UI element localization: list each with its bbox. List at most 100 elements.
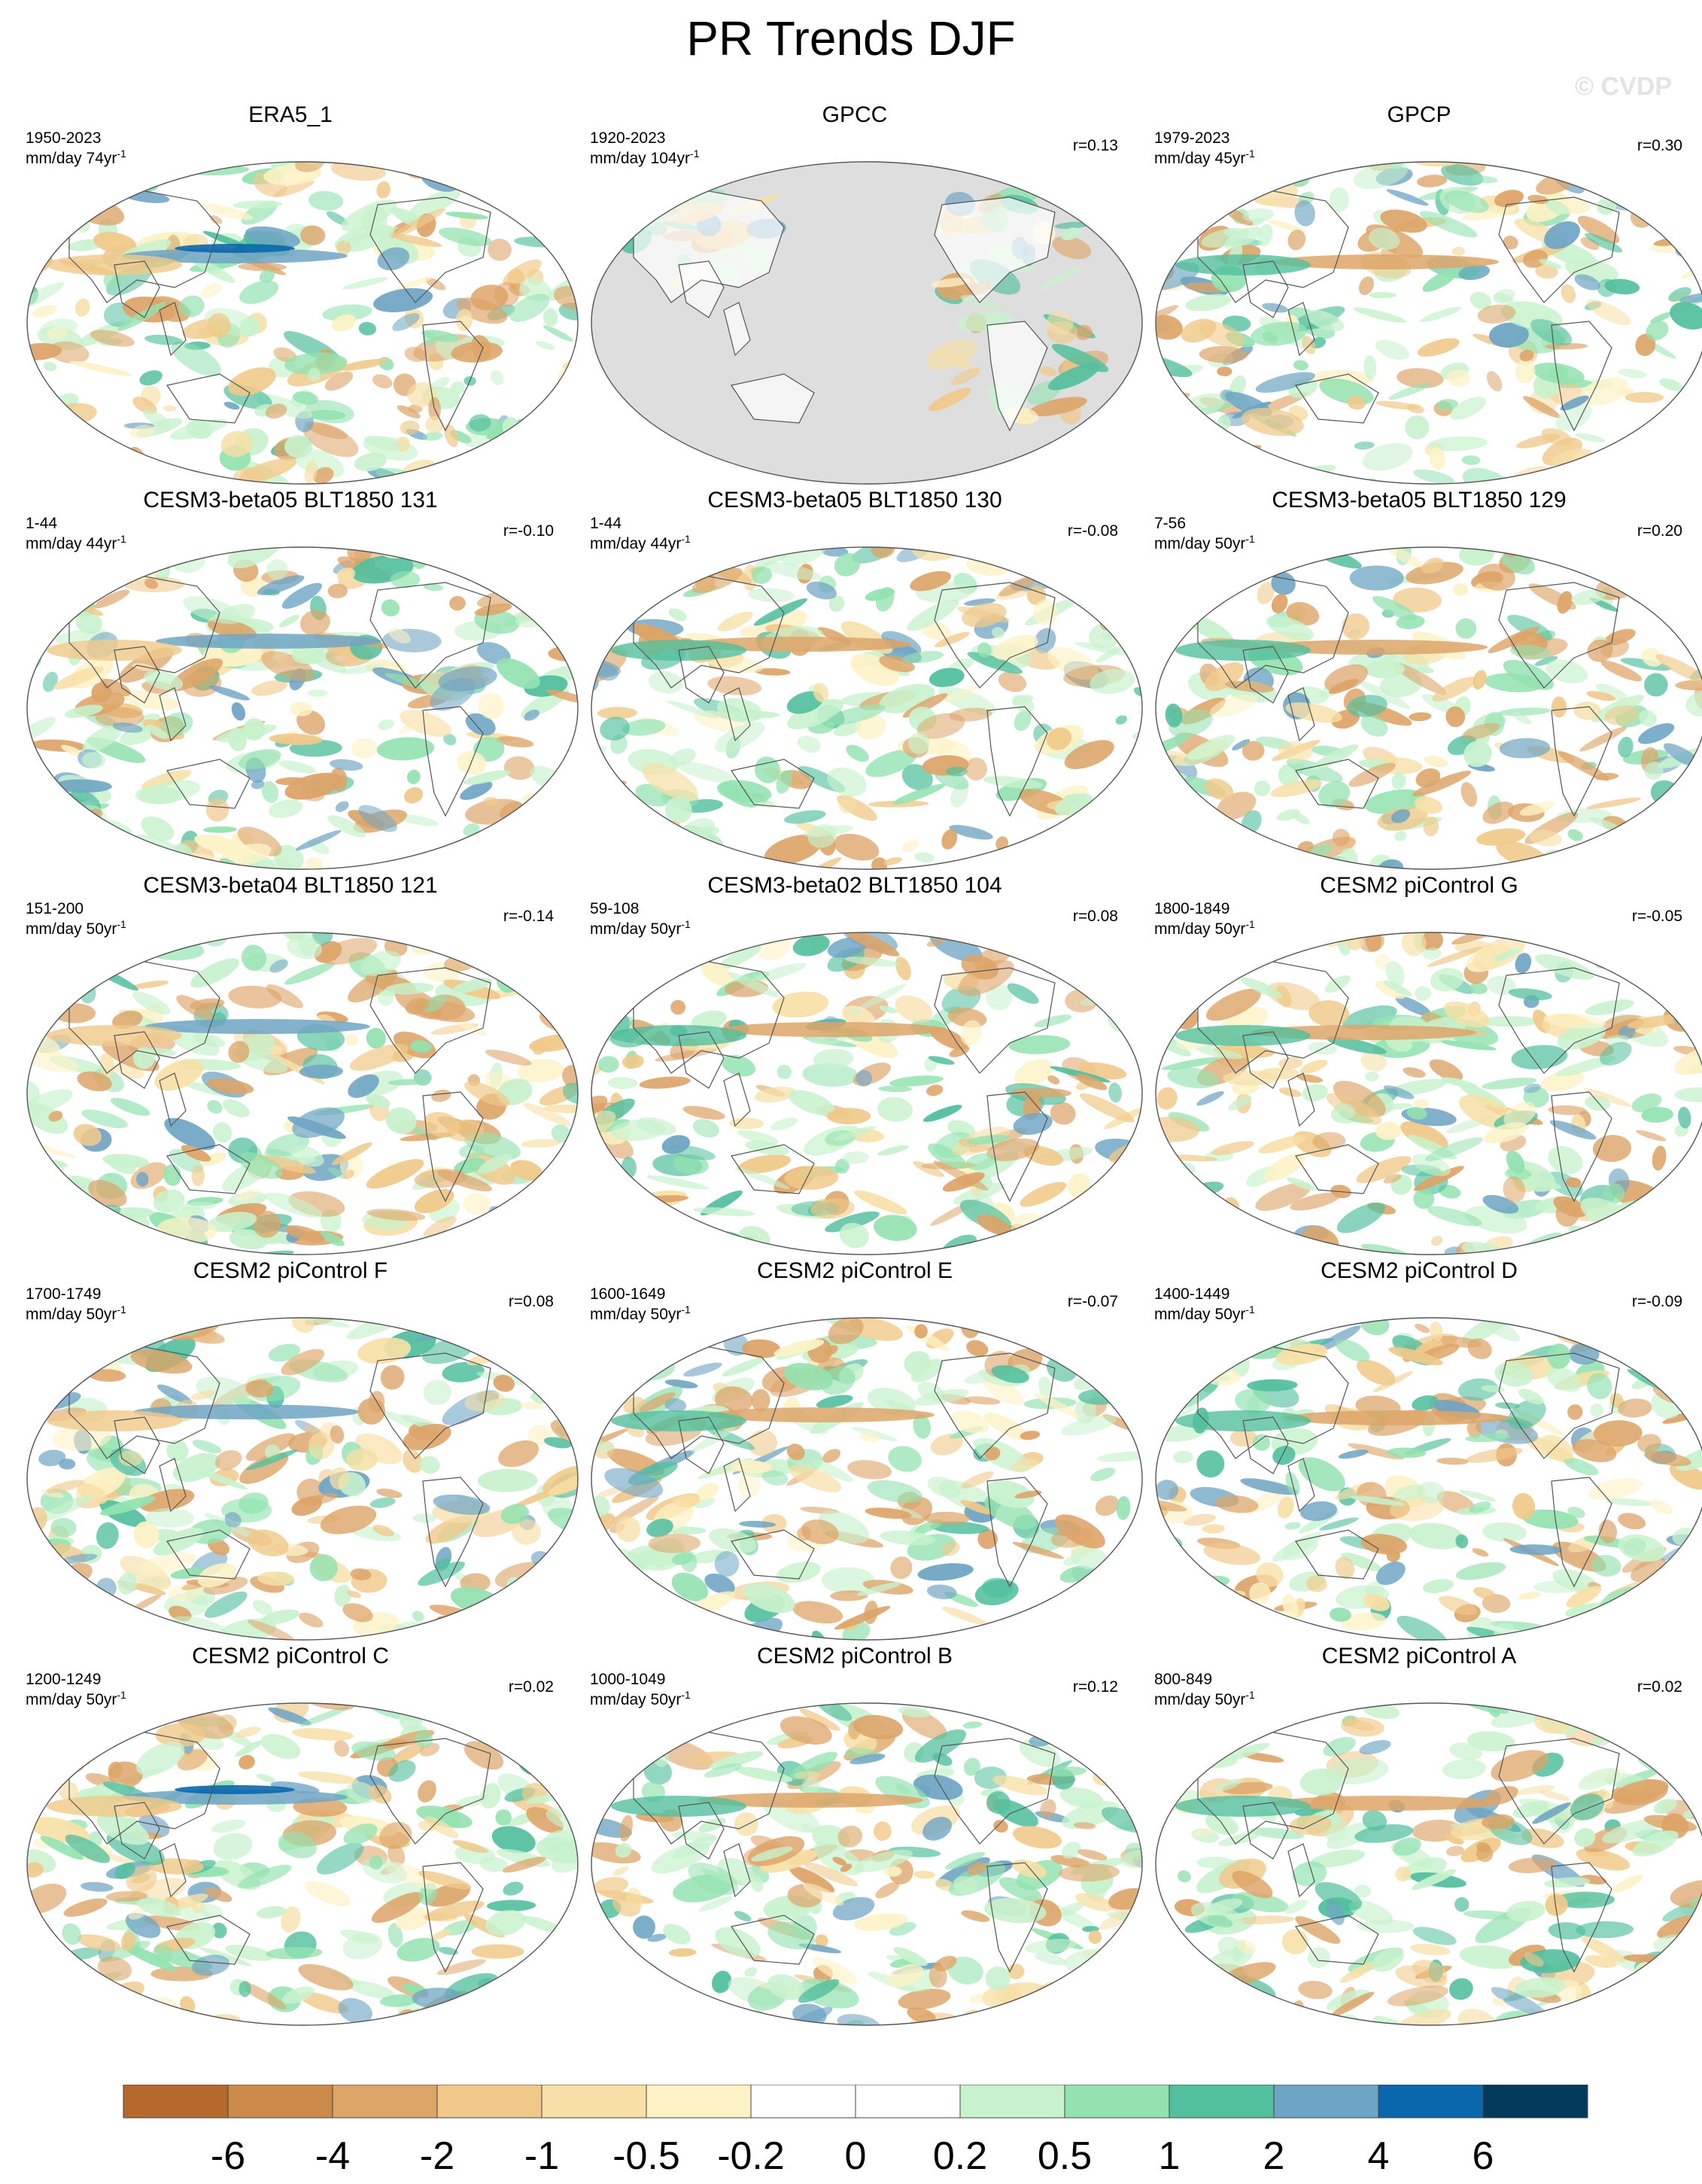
panel-period: 1-44: [26, 515, 58, 532]
figure-title: PR Trends DJF: [686, 11, 1016, 65]
pattern-correlation: r=0.30: [1637, 137, 1682, 154]
map-container: [588, 160, 1145, 490]
panel-units: mm/day 50yr-1: [1154, 1303, 1255, 1324]
panel-title: CESM2 piControl B: [756, 1644, 953, 1668]
map-container: [588, 1316, 1145, 1646]
cvdp-watermark: © CVDP: [1575, 72, 1672, 101]
map-panel: GPCP 1979-2023 mm/day 45yr-1 r=0.30: [1141, 102, 1702, 486]
map-container: [1153, 1316, 1702, 1646]
pattern-correlation: r=-0.05: [1631, 908, 1682, 925]
panel-title: CESM2 piControl G: [1320, 873, 1518, 898]
trend-map: [591, 1317, 1143, 1641]
units-text: mm/day 50yr: [1154, 535, 1246, 552]
units-text: mm/day 50yr: [26, 1306, 117, 1323]
panel-title: CESM2 piControl D: [1321, 1258, 1518, 1283]
trend-map: [591, 546, 1143, 870]
units-text: mm/day 50yr: [26, 920, 117, 938]
map-panel: CESM2 piControl G 1800-1849 mm/day 50yr-1 r…: [1141, 873, 1702, 1257]
pattern-correlation: r=0.02: [508, 1678, 554, 1696]
map-container: [24, 1316, 581, 1646]
units-text: mm/day 44yr: [26, 535, 117, 552]
map-container: [1153, 545, 1702, 875]
map-panel: ERA5_1 1950-2023 mm/day 74yr-1: [12, 102, 579, 486]
pattern-correlation: r=0.02: [1637, 1678, 1682, 1696]
pattern-correlation: r=-0.14: [503, 908, 554, 925]
units-text: mm/day 50yr: [1154, 1691, 1246, 1708]
units-text: mm/day 50yr: [590, 1306, 682, 1323]
panel-title: CESM3-beta05 BLT1850 130: [707, 488, 1002, 513]
pattern-correlation: r=-0.10: [503, 522, 554, 540]
units-exponent: -1: [117, 148, 126, 160]
colorbar-tick-label: 2: [1263, 2134, 1285, 2178]
panel-period: 1800-1849: [1154, 900, 1230, 917]
panel-title: CESM3-beta05 BLT1850 131: [143, 488, 438, 513]
colorbar: -6 -4 -2 -1 -0.5 -0.2 0 0.2 0.5 1 2 4 6: [123, 2085, 1588, 2178]
panel-units: mm/day 50yr-1: [590, 1689, 691, 1709]
panel-units: mm/day 50yr-1: [1154, 918, 1255, 938]
map-container: [24, 1701, 581, 2031]
panel-units: mm/day 50yr-1: [590, 918, 691, 938]
map-panel: CESM3-beta05 BLT1850 131 1-44 mm/day 44yr-…: [12, 488, 579, 871]
trend-map: [1155, 161, 1702, 485]
colorbar-segment: [1482, 2085, 1588, 2119]
panel-title: CESM2 piControl A: [1321, 1644, 1517, 1668]
colorbar-tick-label: -2: [420, 2134, 454, 2178]
units-exponent: -1: [681, 533, 691, 545]
panel-period: 59-108: [590, 900, 640, 917]
pattern-correlation: r=0.20: [1637, 522, 1682, 540]
trend-map: [591, 1702, 1143, 2026]
trend-map: [26, 161, 579, 485]
panel-units: mm/day 50yr-1: [26, 1303, 126, 1324]
map-panel: CESM2 piControl D 1400-1449 mm/day 50yr-1 r…: [1141, 1258, 1702, 1642]
units-exponent: -1: [681, 1303, 691, 1316]
units-exponent: -1: [1245, 1689, 1255, 1701]
pattern-correlation: r=-0.07: [1067, 1293, 1118, 1310]
pattern-correlation: r=-0.09: [1631, 1293, 1682, 1310]
colorbar-segment: [855, 2085, 961, 2119]
panel-units: mm/day 50yr-1: [1154, 533, 1255, 553]
units-text: mm/day 50yr: [590, 1691, 682, 1708]
trend-map: [26, 1702, 579, 2026]
colorbar-segment: [123, 2085, 229, 2119]
panel-period: 1400-1449: [1154, 1285, 1230, 1303]
units-exponent: -1: [117, 1689, 126, 1701]
colorbar-segment: [436, 2085, 543, 2119]
trend-map: [1155, 1702, 1702, 2026]
units-text: mm/day 45yr: [1154, 150, 1246, 167]
panel-period: 1700-1749: [26, 1285, 102, 1303]
colorbar-segment: [750, 2085, 856, 2119]
units-exponent: -1: [1245, 918, 1255, 930]
panel-units: mm/day 50yr-1: [26, 1689, 126, 1709]
panel-title: CESM2 piControl F: [193, 1258, 388, 1283]
colorbar-tick-label: 0: [845, 2134, 867, 2178]
panel-units: mm/day 45yr-1: [1154, 148, 1255, 168]
panel-title: CESM2 piControl C: [192, 1644, 389, 1668]
map-container: [24, 545, 581, 875]
panel-period: 1950-2023: [26, 129, 102, 147]
trend-map: [26, 1317, 579, 1641]
colorbar-tick-label: -0.5: [612, 2134, 680, 2178]
map-panel: CESM2 piControl B 1000-1049 mm/day 50yr-1 r…: [576, 1644, 1143, 2027]
panel-title: CESM3-beta04 BLT1850 121: [143, 873, 438, 898]
panel-units: mm/day 104yr-1: [590, 148, 700, 168]
panel-units: mm/day 50yr-1: [26, 918, 126, 938]
colorbar-tick-label: 0.2: [933, 2134, 987, 2178]
panel-units: mm/day 44yr-1: [26, 533, 126, 553]
units-exponent: -1: [690, 148, 700, 160]
colorbar-segment: [959, 2085, 1065, 2119]
panel-title: GPCP: [1387, 102, 1451, 127]
panel-period: 1-44: [590, 515, 622, 532]
panel-title: GPCC: [822, 102, 888, 127]
colorbar-tick-label: -4: [315, 2134, 350, 2178]
panel-period: 1200-1249: [26, 1671, 102, 1688]
colorbar-tick-label: 6: [1473, 2134, 1494, 2178]
colorbar-tick-label: 4: [1368, 2134, 1390, 2178]
map-panel: CESM2 piControl F 1700-1749 mm/day 50yr-1 r…: [12, 1258, 579, 1642]
trend-map: [1155, 932, 1702, 1255]
colorbar-segment: [1064, 2085, 1170, 2119]
panel-units: mm/day 50yr-1: [1154, 1689, 1255, 1709]
units-text: mm/day 50yr: [1154, 1306, 1246, 1323]
units-exponent: -1: [117, 1303, 126, 1316]
map-container: [24, 930, 581, 1261]
colorbar-segment: [332, 2085, 438, 2119]
